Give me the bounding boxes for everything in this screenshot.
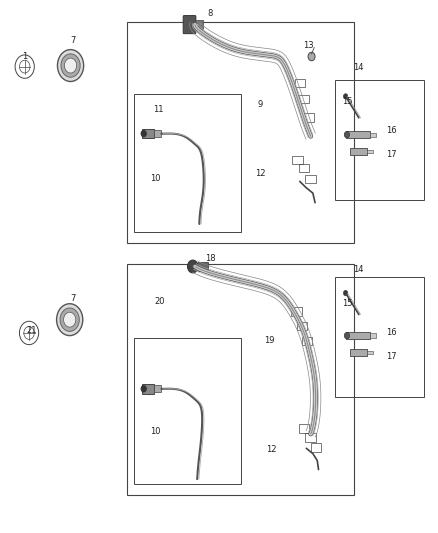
Text: 14: 14 (353, 63, 364, 71)
Bar (134, 94, 241, 232)
Bar (302, 337, 312, 345)
Bar (195, 20, 203, 29)
Bar (305, 174, 316, 183)
Bar (299, 95, 309, 103)
Bar (291, 308, 302, 316)
Text: 7: 7 (70, 294, 75, 303)
Text: 14: 14 (353, 265, 364, 273)
Circle shape (141, 130, 146, 137)
Bar (299, 424, 309, 433)
Text: 13: 13 (303, 42, 314, 51)
Text: 17: 17 (386, 150, 397, 159)
Bar (350, 149, 367, 155)
Text: 15: 15 (343, 97, 353, 106)
Text: 20: 20 (155, 296, 165, 305)
Text: 11: 11 (152, 105, 163, 114)
Circle shape (57, 304, 83, 336)
Text: 1: 1 (22, 52, 27, 61)
Bar (141, 129, 154, 139)
Circle shape (57, 50, 84, 82)
Bar (350, 350, 367, 356)
Circle shape (64, 58, 77, 73)
Bar (346, 131, 370, 139)
Bar (303, 114, 314, 122)
Text: 16: 16 (386, 126, 397, 135)
Bar (335, 80, 424, 200)
Bar (127, 264, 354, 495)
Text: 7: 7 (70, 36, 75, 45)
Text: 19: 19 (264, 336, 275, 345)
Circle shape (60, 308, 79, 332)
Bar (370, 133, 376, 137)
Bar (134, 338, 241, 484)
Bar (299, 164, 309, 172)
Circle shape (343, 94, 348, 99)
Text: 12: 12 (255, 169, 266, 178)
Text: 12: 12 (266, 446, 277, 455)
Circle shape (343, 290, 348, 296)
Bar (292, 156, 303, 165)
Bar (370, 334, 376, 338)
Bar (367, 351, 373, 354)
Bar (294, 79, 305, 87)
Circle shape (64, 312, 76, 327)
Bar (297, 322, 307, 330)
Circle shape (308, 52, 315, 61)
Text: 8: 8 (208, 10, 213, 19)
Bar (367, 150, 373, 154)
Text: 9: 9 (258, 100, 263, 109)
Circle shape (344, 333, 350, 339)
Bar (154, 130, 161, 137)
Text: 18: 18 (205, 254, 215, 263)
Circle shape (344, 132, 350, 138)
Circle shape (61, 54, 80, 77)
Bar (346, 332, 370, 340)
FancyBboxPatch shape (183, 15, 196, 34)
Text: 16: 16 (386, 328, 397, 337)
Circle shape (141, 385, 146, 392)
Text: 17: 17 (386, 352, 397, 361)
Bar (154, 385, 161, 392)
Bar (305, 433, 316, 442)
Circle shape (187, 260, 198, 273)
Bar (127, 22, 354, 243)
Text: 10: 10 (150, 174, 161, 183)
Text: 10: 10 (150, 427, 161, 436)
Bar (141, 384, 154, 393)
Bar (311, 443, 321, 451)
Text: 21: 21 (26, 326, 36, 335)
Bar (335, 277, 424, 397)
Text: 15: 15 (343, 299, 353, 308)
Bar (198, 262, 208, 271)
